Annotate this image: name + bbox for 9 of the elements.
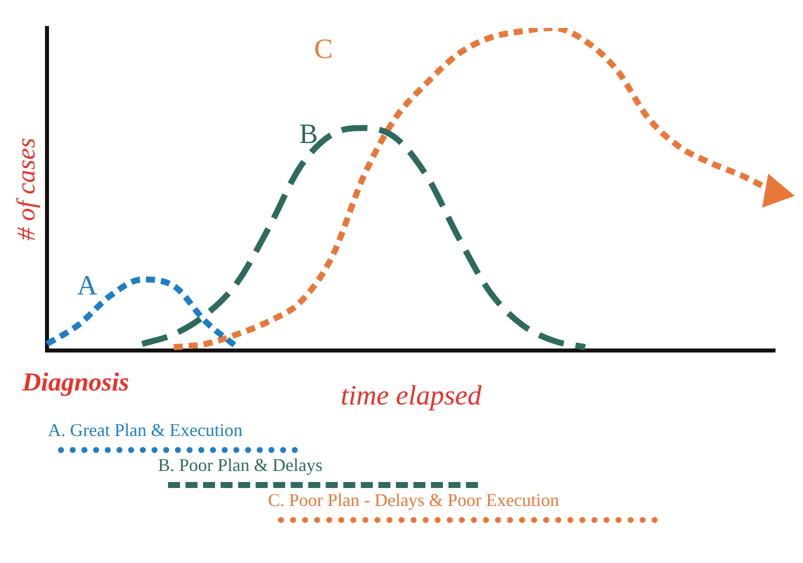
text: C. Poor Plan - Delays & Poor Execution bbox=[268, 490, 560, 511]
annotation: B bbox=[299, 118, 318, 150]
y-axis-title: # of cases bbox=[11, 138, 40, 240]
text: B. Poor Plan & Delays bbox=[158, 455, 324, 476]
annotation: A bbox=[77, 270, 98, 302]
x-axis-title: time elapsed bbox=[340, 380, 482, 412]
text: Diagnosis bbox=[21, 367, 130, 396]
annotation: C bbox=[314, 34, 333, 65]
text: A. Great Plan & Execution bbox=[48, 420, 244, 441]
